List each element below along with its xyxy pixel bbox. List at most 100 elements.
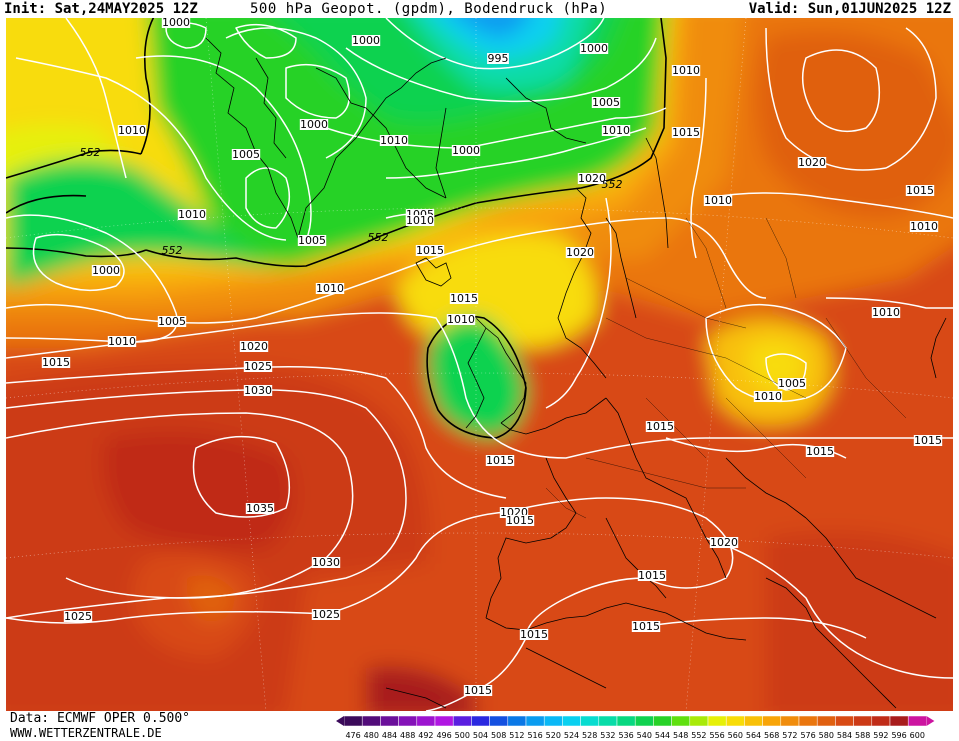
isobar-label-text: 1030: [244, 384, 272, 397]
isobar-label: 1005: [777, 377, 807, 390]
legend-color-swatch: [598, 715, 618, 727]
isobar-label-text: 1015: [520, 628, 548, 641]
legend-color-swatch: [871, 715, 891, 727]
map-footer: Data: ECMWF OPER 0.500° WWW.WETTERZENTRA…: [0, 711, 959, 741]
legend-tick-label: 492: [418, 731, 433, 740]
isobar-label-text: 1015: [464, 684, 492, 697]
legend-color-swatch: [835, 715, 854, 727]
isobar-label: 1015: [41, 356, 71, 369]
isobar-label: 1010: [107, 335, 137, 348]
legend-tick-label: 596: [891, 731, 906, 740]
legend-tick-label: 480: [364, 731, 379, 740]
legend-color-swatch: [744, 715, 763, 727]
isobar-label-text: 1000: [452, 144, 480, 157]
legend-color-swatch: [689, 715, 709, 727]
legend-color-swatch: [780, 715, 800, 727]
isobar-label: 1015: [905, 184, 935, 197]
legend-color-swatch: [416, 715, 436, 727]
legend-tick-label: 524: [564, 731, 579, 740]
isobar-label: 1000: [579, 42, 609, 55]
isobar-label-text: 1010: [602, 124, 630, 137]
isobar-label-text: 995: [488, 52, 509, 65]
legend-color-swatch: [616, 715, 636, 727]
isobar-label: 1015: [913, 434, 943, 447]
isobar-label: 1015: [519, 628, 549, 641]
legend-tick-label: 532: [600, 731, 615, 740]
isobar-label-text: 1010: [910, 220, 938, 233]
geopotential-label: 552: [162, 244, 183, 257]
weather-map: 1000 1000 995 1000 1010 1005 1010 1015 1010 1005 1…: [6, 18, 953, 711]
coastlines: [205, 37, 947, 709]
legend-tick-label: 500: [455, 731, 470, 740]
legend-color-swatch: [762, 715, 782, 727]
legend-tick-label: 584: [837, 731, 852, 740]
isobar-label-text: 1015: [914, 434, 942, 447]
legend-tick-label: 508: [491, 731, 506, 740]
legend-tick-label: 556: [709, 731, 724, 740]
isobar-label: 1010: [909, 220, 939, 233]
legend-color-bar: [336, 715, 935, 727]
legend-tick-label: 560: [728, 731, 743, 740]
legend-color-swatch: [434, 715, 454, 727]
legend-tick-label: 496: [436, 731, 451, 740]
legend-tick-label: 552: [691, 731, 706, 740]
isobar-label: 1010: [871, 306, 901, 319]
legend-tick-label: 592: [873, 731, 888, 740]
isobar-label: 1015: [505, 514, 535, 527]
isobar-label-text: 1015: [638, 569, 666, 582]
isobar-label: 1010: [177, 208, 207, 221]
isobar-label: 1020: [239, 340, 269, 353]
legend-color-swatch: [816, 715, 836, 727]
isobar-label: 1000: [299, 118, 329, 131]
isobar-label-text: 1015: [486, 454, 514, 467]
isobar-label: 1000: [161, 18, 191, 29]
country-borders: [545, 217, 907, 519]
color-scale-legend: 476 480 484 488 492 496 500 504 508 512 516 520 524 5…: [336, 715, 935, 740]
isobar-label: 995: [487, 52, 509, 65]
legend-tick-label: 544: [655, 731, 670, 740]
legend-color-swatch: [653, 715, 672, 727]
graticule: [6, 18, 953, 711]
legend-color-swatch: [562, 715, 581, 727]
isobar-label: 1010: [703, 194, 733, 207]
surface-pressure-isobars: [6, 18, 953, 711]
legend-tick-label: 536: [618, 731, 633, 740]
isobar-label: 1020: [709, 536, 739, 549]
isobar-label: 1020: [565, 246, 595, 259]
isobar-label: 1015: [631, 620, 661, 633]
valid-time-label: Valid: Sun,01JUN2025 12Z: [748, 1, 951, 17]
isobar-label-text: 1025: [64, 610, 92, 623]
isobar-label: 1010: [753, 390, 783, 403]
isobar-label-text: 1000: [300, 118, 328, 131]
legend-color-swatch: [471, 715, 490, 727]
legend-color-swatch: [380, 715, 399, 727]
legend-color-swatch: [671, 715, 691, 727]
legend-color-swatch: [489, 715, 509, 727]
isobar-label-text: 1015: [506, 514, 534, 527]
isobar-label: 1020: [797, 156, 827, 169]
isobar-label-text: 1005: [232, 148, 260, 161]
isobar-label: 1010: [671, 64, 701, 77]
isobar-label-text: 1020: [578, 172, 606, 185]
map-header: Init: Sat,24MAY2025 12Z 500 hPa Geopot. …: [0, 0, 959, 18]
isobar-label-text: 1015: [672, 126, 700, 139]
legend-tick-label: 476: [345, 731, 360, 740]
legend-color-swatch: [907, 715, 927, 727]
isobar-label: 1005: [231, 148, 261, 161]
isobar-label: 1025: [243, 360, 273, 373]
map-title: 500 hPa Geopot. (gpdm), Bodendruck (hPa): [250, 1, 608, 17]
isobar-label: 1005: [591, 96, 621, 109]
geopotential-label: 552: [602, 178, 623, 191]
legend-right-arrow: [926, 716, 935, 726]
isobar-label-text: 1015: [806, 445, 834, 458]
legend-color-swatch: [580, 715, 600, 727]
isobar-label-text: 1015: [42, 356, 70, 369]
isobar-label: 1035: [245, 502, 275, 515]
isobar-label: 1010: [446, 313, 476, 326]
isobar-label: 1005: [297, 234, 327, 247]
isoline-552-gpdm: [6, 18, 667, 439]
legend-color-swatch: [543, 715, 563, 727]
isobar-label-text: 1005: [158, 315, 186, 328]
isobar-label: 1015: [805, 445, 835, 458]
legend-tick-label: 588: [855, 731, 870, 740]
